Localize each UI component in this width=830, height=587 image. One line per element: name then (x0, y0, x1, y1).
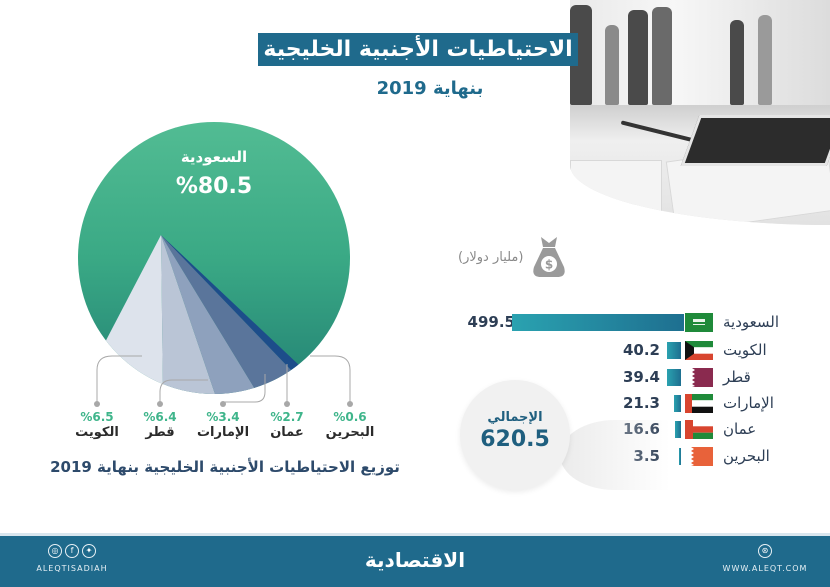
qatar-flag-icon (685, 368, 713, 387)
bar (675, 421, 681, 438)
slice-name: الإمارات (196, 425, 250, 440)
instagram-icon[interactable]: ◎ (48, 544, 62, 558)
website-url[interactable]: WWW.ALEQT.COM (722, 564, 808, 573)
bar-value: 499.5 (467, 313, 515, 331)
bar-value: 40.2 (622, 341, 660, 359)
total-value: 620.5 (480, 427, 550, 452)
person-silhouette (652, 7, 672, 105)
page-title: الاحتياطيات الأجنبية الخليجية (258, 33, 578, 66)
pie-chart: السعودية %80.5 (78, 122, 350, 394)
slice-label-bahrain: %0.6 البحرين (318, 410, 382, 440)
facebook-icon[interactable]: f (65, 544, 79, 558)
slice-label-kuwait: %6.5 الكويت (65, 410, 129, 440)
unit-label: (مليار دولار) $ (458, 235, 567, 279)
bar-value: 21.3 (622, 394, 660, 412)
pie-main-label: السعودية (180, 148, 248, 166)
bar (667, 342, 681, 359)
money-bag-icon: $ (533, 237, 566, 277)
slice-pct: %6.5 (80, 410, 114, 424)
bar (667, 369, 681, 386)
bar-label: قطر (723, 368, 751, 386)
bahrain-flag-icon (685, 447, 713, 466)
web-icon: ⊛ (758, 544, 772, 558)
svg-text:$: $ (545, 258, 553, 272)
slice-name: عمان (270, 425, 304, 440)
twitter-icon[interactable]: ✦ (82, 544, 96, 558)
slice-pct: %2.7 (270, 410, 304, 424)
person-silhouette (758, 15, 772, 105)
website-link[interactable]: ⊛ WWW.ALEQT.COM (720, 544, 810, 573)
bar-row-qatar: 39.4 قطر (455, 367, 825, 387)
person-silhouette (730, 20, 744, 105)
bar (674, 395, 681, 412)
pie-slice-labels: %6.5 الكويت %6.4 قطر %3.4 الإمارات %2.7 … (60, 410, 380, 450)
person-silhouette (605, 25, 619, 105)
pie-caption: توزيع الاحتياطيات الأجنبية الخليجية بنها… (50, 458, 400, 476)
slice-label-uae: %3.4 الإمارات (191, 410, 255, 440)
uae-flag-icon (685, 394, 713, 413)
footer: ◎ f ✦ ALEQTISADIAH الاقتصادية ⊛ WWW.ALEQ… (0, 533, 830, 587)
slice-bahrain (161, 235, 300, 372)
bar-label: البحرين (723, 447, 770, 465)
brand-logo: الاقتصادية (364, 548, 466, 572)
social-links: ◎ f ✦ ALEQTISADIAH (32, 544, 112, 573)
slice-oman (161, 235, 293, 394)
pie-small-slices (78, 235, 300, 394)
social-handle[interactable]: ALEQTISADIAH (36, 564, 108, 573)
slice-label-qatar: %6.4 قطر (128, 410, 192, 440)
slice-name: قطر (145, 425, 175, 440)
person-silhouette (628, 10, 648, 105)
pie-main-pct: %80.5 (175, 174, 253, 199)
saudi-flag-icon (685, 313, 713, 332)
kuwait-flag-icon (685, 341, 713, 360)
background-photo (570, 0, 830, 225)
slice-label-oman: %2.7 عمان (255, 410, 319, 440)
title-text: الاحتياطيات الأجنبية الخليجية (263, 37, 573, 62)
unit-text: (مليار دولار) (458, 249, 524, 265)
total-label: الإجمالي (487, 410, 543, 425)
bar-label: الإمارات (723, 394, 774, 412)
leader-lines (94, 355, 353, 407)
bar-label: السعودية (723, 313, 780, 331)
document-paper (570, 160, 662, 222)
slice-name: الكويت (75, 425, 119, 440)
slice-kuwait (78, 235, 163, 394)
bar-row-uae: 21.3 الإمارات (455, 393, 825, 413)
bar (679, 448, 681, 465)
slice-pct: %0.6 (333, 410, 367, 424)
bar-value: 39.4 (622, 368, 660, 386)
slice-name: البحرين (325, 425, 375, 440)
tablet (680, 115, 830, 166)
bar-label: عمان (723, 420, 757, 438)
page-subtitle: بنهاية 2019 (376, 78, 484, 99)
bar (512, 314, 684, 331)
oman-flag-icon (685, 420, 713, 439)
total-shadow (560, 420, 670, 490)
bar-row-kuwait: 40.2 الكويت (455, 340, 825, 360)
total-badge: الإجمالي 620.5 (460, 380, 570, 490)
bar-label: الكويت (723, 341, 767, 359)
slice-pct: %6.4 (143, 410, 177, 424)
person-silhouette (570, 5, 592, 105)
slice-pct: %3.4 (206, 410, 240, 424)
bar-row-saudi: 499.5 السعودية (455, 312, 825, 332)
